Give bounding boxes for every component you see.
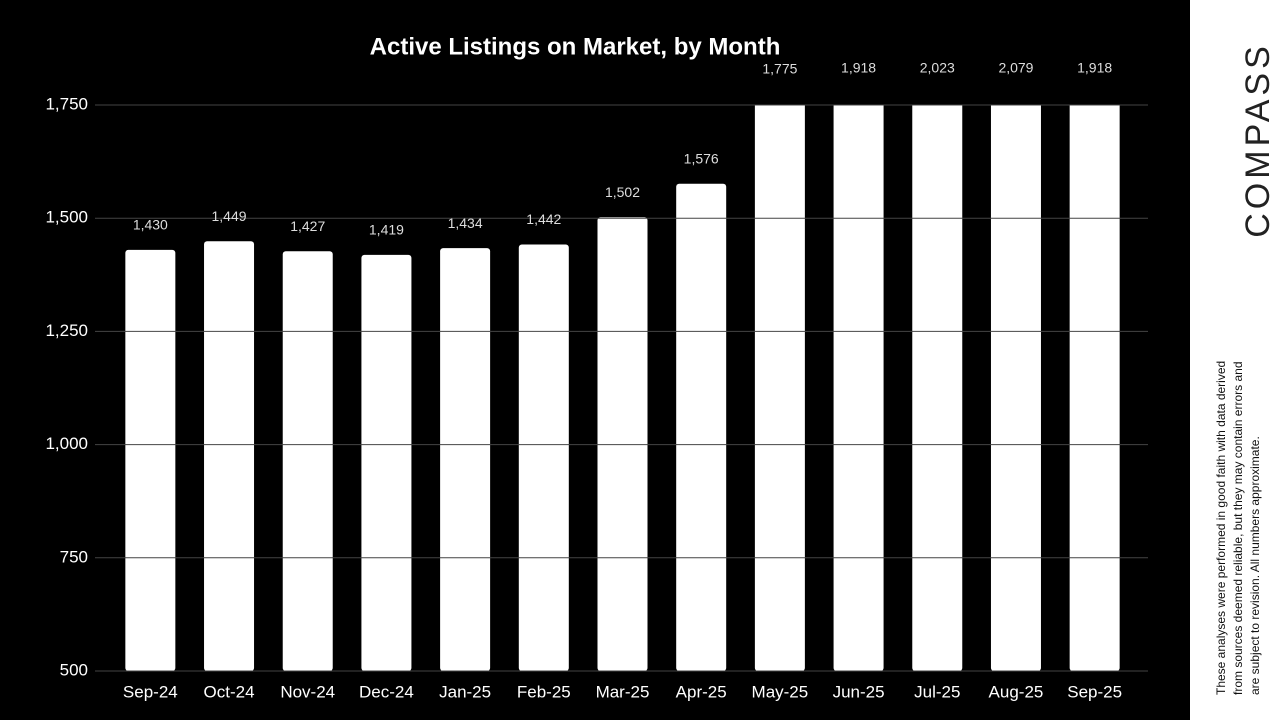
chart-title: Active Listings on Market, by Month	[370, 33, 781, 60]
x-tick-label: Sep-25	[1067, 682, 1122, 701]
y-tick-label: 1,750	[45, 94, 88, 113]
disclaimer-line: from sources deemed reliable, but they m…	[1231, 362, 1245, 696]
bar	[912, 105, 963, 671]
value-label: 2,023	[920, 60, 955, 76]
plot-area	[125, 105, 1120, 672]
value-label: 1,449	[212, 208, 247, 224]
value-label: 1,775	[762, 60, 797, 76]
value-label: 1,576	[684, 150, 719, 166]
bar	[754, 105, 805, 671]
y-tick-label: 750	[60, 547, 88, 566]
bar	[676, 183, 727, 671]
x-tick-label: Aug-25	[989, 682, 1044, 701]
bar	[518, 244, 569, 671]
value-label: 1,434	[448, 215, 483, 231]
x-tick-label: Sep-24	[123, 682, 178, 701]
value-label: 2,079	[998, 60, 1033, 76]
x-tick-label: Nov-24	[280, 682, 335, 701]
value-label: 1,419	[369, 222, 404, 238]
brand-logo: COMPASS	[1239, 42, 1277, 238]
disclaimer-line: These analyses were performed in good fa…	[1214, 361, 1228, 695]
y-tick-label: 1,250	[45, 321, 88, 340]
y-tick-label: 1,500	[45, 208, 88, 227]
value-label: 1,430	[133, 217, 168, 233]
bar	[1069, 105, 1120, 671]
bar	[440, 248, 491, 672]
disclaimer-line: are subject to revision. All numbers app…	[1248, 436, 1262, 695]
bar	[125, 249, 176, 671]
y-tick-label: 500	[60, 660, 88, 679]
x-tick-label: Dec-24	[359, 682, 414, 701]
x-tick-label: Jul-25	[914, 682, 960, 701]
x-tick-label: May-25	[752, 682, 809, 701]
x-tick-label: Jun-25	[833, 682, 885, 701]
disclaimer: These analyses were performed in good fa…	[1214, 361, 1262, 695]
x-tick-label: Oct-24	[204, 682, 255, 701]
value-label: 1,502	[605, 184, 640, 200]
value-label: 1,918	[841, 60, 876, 76]
bar	[204, 241, 255, 672]
value-label: 1,918	[1077, 60, 1112, 76]
x-tick-label: Jan-25	[439, 682, 491, 701]
y-tick-label: 1,000	[45, 434, 88, 453]
bar	[361, 254, 412, 671]
value-label: 1,427	[290, 218, 325, 234]
bar	[282, 251, 333, 671]
x-tick-label: Feb-25	[517, 682, 571, 701]
bar	[833, 105, 884, 671]
side-panel	[1190, 0, 1280, 720]
x-tick-label: Apr-25	[676, 682, 727, 701]
x-tick-label: Mar-25	[596, 682, 650, 701]
bar	[990, 105, 1041, 671]
value-label: 1,442	[526, 211, 561, 227]
